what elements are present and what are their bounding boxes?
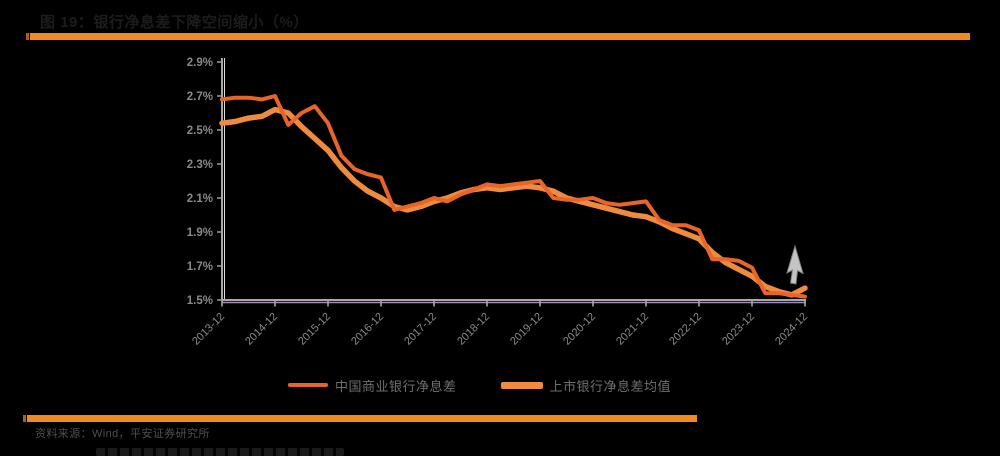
x-axis-label: 2014-12: [243, 311, 280, 348]
series-line-listed-banks: [219, 106, 808, 298]
legend-swatch-listed-banks: [500, 381, 543, 389]
x-axis-label: 2019-12: [508, 311, 545, 348]
y-axis-label: 1.9%: [187, 227, 213, 239]
y-axis-label: 2.1%: [187, 193, 213, 205]
bottom-accent-bar: [27, 415, 697, 422]
x-axis-label: 2015-12: [296, 311, 333, 348]
legend-item-commercial-banks[interactable]: 中国商业银行净息差: [288, 376, 457, 395]
top-accent-bar: [30, 33, 970, 40]
x-axis-label: 2022-12: [667, 311, 704, 348]
legend-item-listed-banks[interactable]: 上市银行净息差均值: [500, 376, 672, 395]
series-line-commercial-banks: [220, 94, 807, 299]
x-axis-label: 2023-12: [720, 311, 757, 348]
bottom-accent-bar-cap: [23, 415, 26, 422]
x-axis-label: 2016-12: [349, 311, 386, 348]
y-axis-label: 2.3%: [187, 159, 213, 171]
x-axis-label: 2021-12: [614, 311, 651, 348]
x-axis-label: 2013-12: [190, 311, 227, 348]
y-axis-label: 2.7%: [187, 91, 213, 103]
chart-legend: 中国商业银行净息差 上市银行净息差均值: [288, 376, 718, 394]
source-note: 资料来源：Wind，平安证券研究所: [35, 428, 210, 440]
y-axis-label: 2.9%: [187, 57, 213, 69]
figure-title: 图 19：银行净息差下降空间缩小（%）: [40, 14, 309, 31]
legend-swatch-commercial-banks: [288, 383, 328, 387]
legend-label-listed-banks: 上市银行净息差均值: [549, 378, 672, 394]
y-axis-label: 1.7%: [187, 261, 213, 273]
top-accent-bar-cap: [26, 33, 29, 40]
legend-label-commercial-banks: 中国商业银行净息差: [335, 378, 457, 394]
x-axis-label: 2018-12: [455, 311, 492, 348]
x-axis-label: 2017-12: [402, 311, 439, 348]
x-axis-label: 2024-12: [773, 311, 810, 348]
x-axis-label: 2020-12: [561, 311, 598, 348]
y-axis-label: 1.5%: [187, 295, 213, 307]
clipped-text-fragment: [96, 448, 344, 456]
y-axis-label: 2.5%: [187, 125, 213, 137]
mouse-cursor-icon: [786, 244, 804, 285]
